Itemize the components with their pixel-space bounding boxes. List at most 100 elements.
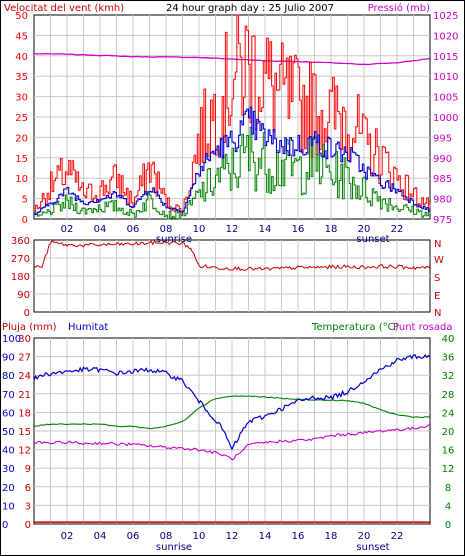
pressure-tick-label: 1025 xyxy=(433,11,458,22)
rain-tick-label: 18 xyxy=(18,408,31,419)
temperature-label: Temperatura (°C) xyxy=(311,322,399,333)
x-tick-label-bottom: 16 xyxy=(292,531,305,542)
humidity-tick-label: 70 xyxy=(2,390,15,401)
sunset-label-bottom: sunset xyxy=(356,542,389,553)
direction-label-s: S xyxy=(434,273,440,284)
direction-tick-label: 0 xyxy=(24,308,30,319)
rain-tick-label: 30 xyxy=(18,334,31,345)
wind-gust-line xyxy=(34,14,431,215)
direction-tick-label: 90 xyxy=(17,290,30,301)
humidity-tick-label: 60 xyxy=(2,408,15,419)
pressure-label: Pressió (mb) xyxy=(368,2,430,14)
wind-tick-label: 0 xyxy=(22,215,28,226)
pressure-tick-label: 985 xyxy=(433,174,452,185)
temperature-tick-label: 28 xyxy=(442,390,455,401)
wind-tick-label: 20 xyxy=(15,133,28,144)
sunset-label-top: sunset xyxy=(356,234,389,245)
wind-tick-label: 35 xyxy=(15,72,28,83)
wind-tick-label: 30 xyxy=(15,93,28,104)
direction-tick-label: 180 xyxy=(11,272,30,283)
x-tick-label-bottom: 06 xyxy=(127,531,140,542)
wind-tick-label: 10 xyxy=(15,174,28,185)
pressure-tick-label: 980 xyxy=(433,195,452,206)
humidity-line xyxy=(33,354,431,451)
dewpoint-line xyxy=(33,423,431,461)
rain-tick-label: 24 xyxy=(18,371,31,382)
x-tick-label-bottom: 02 xyxy=(61,531,74,542)
x-tick-label-bottom: 20 xyxy=(358,531,371,542)
direction-label-w: W xyxy=(434,255,444,266)
x-tick-label-bottom: 10 xyxy=(193,531,206,542)
x-tick-label-top: 18 xyxy=(325,224,338,235)
pressure-tick-label: 1015 xyxy=(433,52,458,63)
wind-min-line xyxy=(34,126,431,220)
humidity-tick-label: 20 xyxy=(2,483,15,494)
pressure-tick-label: 990 xyxy=(433,154,452,165)
rain-tick-label: 6 xyxy=(25,483,31,494)
pressure-tick-label: 1005 xyxy=(433,93,458,104)
pressure-tick-label: 1010 xyxy=(433,72,458,83)
x-tick-label-top: 20 xyxy=(358,224,371,235)
graph-title: 24 hour graph day : 25 Julio 2007 xyxy=(166,3,334,14)
humidity-tick-label: 0 xyxy=(2,520,8,531)
x-tick-label-bottom: 04 xyxy=(94,531,107,542)
rain-tick-label: 27 xyxy=(18,353,31,364)
humidity-tick-label: 50 xyxy=(2,427,15,438)
rain-tick-label: 9 xyxy=(25,464,31,475)
x-tick-label-top: 02 xyxy=(61,224,74,235)
wind-avg-line xyxy=(34,106,431,215)
pressure-tick-label: 975 xyxy=(433,215,452,226)
x-tick-label-top: 12 xyxy=(226,224,239,235)
temperature-tick-label: 4 xyxy=(445,501,451,512)
x-tick-label-top: 22 xyxy=(391,224,404,235)
wind-tick-label: 45 xyxy=(15,31,28,42)
tick-labels: 0510152025303540455097598098599099510001… xyxy=(2,11,458,542)
temperature-tick-label: 40 xyxy=(442,334,455,345)
wind-tick-label: 40 xyxy=(15,52,28,63)
wind-tick-label: 25 xyxy=(15,113,28,124)
x-tick-label-bottom: 08 xyxy=(160,531,173,542)
x-tick-label-bottom: 18 xyxy=(325,531,338,542)
wind-speed-label: Velocitat del vent (kmh) xyxy=(4,3,124,14)
chart-series xyxy=(33,14,431,523)
temperature-tick-label: 24 xyxy=(442,408,455,419)
rain-tick-label: 15 xyxy=(18,427,31,438)
humidity-tick-label: 40 xyxy=(2,446,15,457)
temperature-tick-label: 32 xyxy=(442,371,455,382)
humidity-label: Humitat xyxy=(68,322,108,333)
direction-label-e: E xyxy=(434,291,440,302)
x-tick-label-top: 16 xyxy=(292,224,305,235)
humidity-tick-label: 10 xyxy=(2,501,15,512)
rain-tick-label: 12 xyxy=(18,446,31,457)
pressure-tick-label: 1000 xyxy=(433,113,458,124)
temperature-tick-label: 12 xyxy=(442,464,455,475)
pressure-tick-label: 995 xyxy=(433,133,452,144)
x-tick-label-top: 10 xyxy=(193,224,206,235)
direction-tick-label: 270 xyxy=(11,254,30,265)
rain-tick-label: 0 xyxy=(25,520,31,531)
x-tick-label-top: 14 xyxy=(259,224,272,235)
wind-tick-label: 15 xyxy=(15,154,28,165)
sunrise-label-top: sunrise xyxy=(156,234,192,245)
x-tick-label-top: 06 xyxy=(127,224,140,235)
rain-tick-label: 3 xyxy=(25,501,31,512)
dewpoint-label: Punt rosada xyxy=(393,322,452,333)
humidity-tick-label: 80 xyxy=(2,371,15,382)
sunrise-label-bottom: sunrise xyxy=(156,542,192,553)
pressure-tick-label: 1020 xyxy=(433,31,458,42)
wind-tick-label: 5 xyxy=(22,195,28,206)
wind-tick-label: 50 xyxy=(15,11,28,22)
x-tick-label-bottom: 22 xyxy=(391,531,404,542)
direction-label-n-top: N xyxy=(434,239,441,250)
x-tick-label-top: 04 xyxy=(94,224,107,235)
wind-direction-line xyxy=(33,239,431,272)
x-tick-label-top: 08 xyxy=(160,224,173,235)
temperature-tick-label: 8 xyxy=(445,483,451,494)
temperature-tick-label: 20 xyxy=(442,427,455,438)
humidity-tick-label: 90 xyxy=(2,353,15,364)
humidity-tick-label: 30 xyxy=(2,464,15,475)
pressure-line xyxy=(33,52,431,66)
rain-label: Pluja (mm) xyxy=(2,322,57,333)
temperature-tick-label: 0 xyxy=(445,520,451,531)
